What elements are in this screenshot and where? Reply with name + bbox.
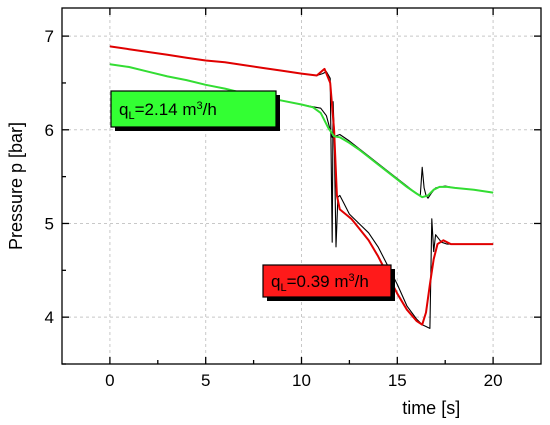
y-tick-label: 5: [45, 214, 54, 233]
annotation-red: qL=0.39 m3/h: [262, 264, 395, 301]
x-tick-label: 10: [292, 371, 311, 390]
y-tick-label: 4: [45, 308, 54, 327]
y-tick-label: 7: [45, 27, 54, 46]
axes: 0 5 10 15 20 4 5 6 7: [45, 7, 542, 390]
x-tick-label: 5: [201, 371, 210, 390]
y-axis-title: Pressure p [bar]: [6, 122, 26, 250]
annotation-label: qL=0.39 m3/h: [271, 272, 369, 294]
y-tick-label: 6: [45, 121, 54, 140]
grid: [62, 8, 541, 364]
series-group: [109, 45, 494, 329]
series-line-3: [109, 45, 494, 326]
x-tick-label: 20: [484, 371, 503, 390]
annotation-green: qL=2.14 m3/h: [110, 90, 280, 131]
x-tick-label: 0: [105, 371, 114, 390]
annotations: qL=2.14 m3/h qL=0.39 m3/h: [110, 90, 395, 301]
x-tick-label: 15: [388, 371, 407, 390]
annotation-label: qL=2.14 m3/h: [119, 100, 217, 122]
series-line-4: [109, 63, 494, 199]
x-axis-title: time [s]: [402, 398, 460, 418]
